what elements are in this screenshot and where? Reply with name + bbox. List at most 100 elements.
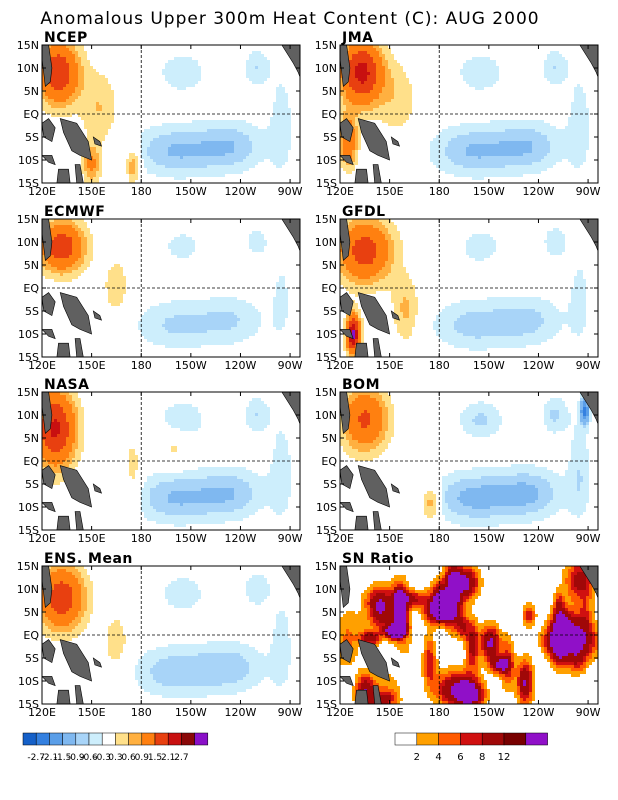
- lon-label: 180: [131, 706, 152, 719]
- lat-label: 10S: [316, 154, 337, 167]
- lat-label: 15S: [18, 351, 39, 364]
- colorbar-swatch: [128, 732, 143, 746]
- colorbar-swatch: [88, 732, 103, 746]
- land-shape: [92, 657, 102, 668]
- lon-label: 180: [429, 532, 450, 545]
- colorbar-label: 12: [498, 752, 511, 763]
- lat-label: 5S: [323, 131, 337, 144]
- colorbar-label: 0.3: [108, 753, 122, 763]
- lon-label: 90W: [278, 532, 303, 545]
- land-shape: [92, 310, 102, 321]
- land-shape: [92, 483, 102, 494]
- land-shape: [340, 292, 354, 317]
- colorbar-swatch: [49, 732, 63, 746]
- land-shape: [299, 464, 300, 466]
- lon-label: 180: [131, 359, 152, 372]
- land-shape: [340, 502, 354, 513]
- panel-title: GFDL: [342, 204, 386, 220]
- colorbar-swatch: [460, 732, 483, 746]
- lat-label: 10N: [315, 62, 337, 75]
- land-shape: [340, 639, 354, 664]
- lat-label: 10S: [18, 154, 39, 167]
- lon-label: 150E: [376, 706, 404, 719]
- land-shape: [354, 515, 369, 530]
- lat-label: 10N: [17, 583, 39, 596]
- land-shape: [59, 465, 92, 508]
- colorbar-label: 6: [457, 752, 463, 763]
- land-shape: [56, 515, 71, 530]
- colorbar-label: 4: [435, 752, 441, 763]
- lat-label: 5N: [24, 432, 39, 445]
- colorbar-label: 8: [479, 752, 485, 763]
- panel-title: BOM: [342, 377, 380, 393]
- colorbar-label: 2.1: [161, 753, 175, 763]
- lon-label: 120W: [523, 359, 555, 372]
- lat-label: 15S: [18, 698, 39, 711]
- lon-label: 120W: [225, 532, 257, 545]
- lon-label: 150W: [175, 359, 207, 372]
- land-shape: [42, 155, 56, 166]
- colorbar-swatch: [481, 732, 505, 746]
- colorbar-label: -0.6: [80, 753, 98, 763]
- land-shape: [354, 168, 369, 183]
- colorbar-swatch: [75, 732, 90, 746]
- land-shape: [597, 291, 598, 293]
- land-shape: [42, 118, 56, 143]
- lat-label: 15N: [17, 386, 39, 399]
- land-shape: [372, 164, 382, 183]
- land-shape: [42, 676, 56, 687]
- lat-label: 5N: [322, 85, 337, 98]
- lon-label: 150W: [473, 185, 505, 198]
- land-shape: [299, 638, 300, 640]
- land-shape: [597, 638, 598, 640]
- panel-title: NCEP: [44, 30, 88, 46]
- lat-label: 5N: [24, 606, 39, 619]
- colorbar-swatch: [394, 732, 418, 746]
- land-shape: [56, 342, 71, 357]
- lat-label: EQ: [321, 108, 337, 121]
- lat-label: 10S: [316, 675, 337, 688]
- colorbar-swatch: [181, 732, 195, 746]
- lat-label: 10N: [17, 62, 39, 75]
- land-shape: [42, 639, 56, 664]
- colorbar-swatch: [141, 732, 156, 746]
- colorbar-label: 2: [414, 752, 420, 763]
- colorbar-swatch: [101, 732, 116, 746]
- land-shape: [56, 168, 71, 183]
- land-shape: [340, 329, 354, 340]
- lon-label: 180: [131, 532, 152, 545]
- land-shape: [266, 45, 300, 78]
- lon-label: 150E: [78, 359, 106, 372]
- land-shape: [42, 292, 56, 317]
- lon-label: 90W: [278, 185, 303, 198]
- lon-label: 120E: [28, 532, 56, 545]
- lat-label: 5S: [25, 305, 39, 318]
- land-shape: [59, 639, 92, 682]
- lat-label: 5N: [322, 606, 337, 619]
- lon-label: 120E: [326, 185, 354, 198]
- land-shape: [390, 136, 400, 147]
- lat-label: 5S: [25, 652, 39, 665]
- land-shape: [92, 136, 102, 147]
- lon-label: 150E: [376, 185, 404, 198]
- land-shape: [390, 657, 400, 668]
- lon-label: 90W: [576, 359, 601, 372]
- land-shape: [564, 45, 598, 78]
- lon-label: 120E: [326, 532, 354, 545]
- lon-label: 120W: [225, 359, 257, 372]
- lon-label: 120E: [28, 706, 56, 719]
- lon-label: 120E: [28, 359, 56, 372]
- colorbar-label: 0.9: [135, 753, 150, 763]
- lon-label: 90W: [278, 359, 303, 372]
- land-shape: [340, 465, 354, 490]
- land-shape: [266, 566, 300, 599]
- lat-label: 15N: [17, 213, 39, 226]
